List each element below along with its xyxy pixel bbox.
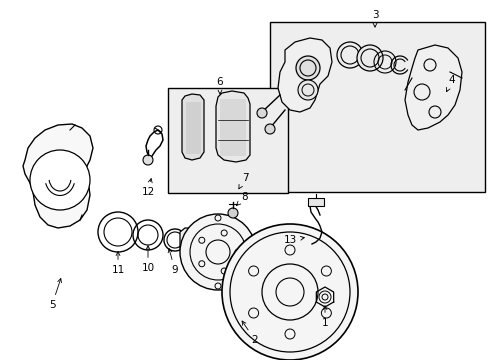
- Circle shape: [30, 150, 90, 210]
- Bar: [220, 99, 245, 156]
- Text: 7: 7: [238, 173, 248, 189]
- Circle shape: [222, 224, 357, 360]
- Text: 4: 4: [446, 75, 454, 92]
- Text: 11: 11: [111, 252, 124, 275]
- Bar: [185, 102, 201, 154]
- Text: 10: 10: [141, 246, 154, 273]
- Polygon shape: [180, 228, 204, 252]
- Circle shape: [264, 124, 274, 134]
- Text: 3: 3: [371, 10, 378, 27]
- Text: 1: 1: [321, 306, 327, 328]
- Circle shape: [142, 155, 153, 165]
- Bar: [269, 22, 484, 192]
- Bar: [168, 88, 287, 193]
- Circle shape: [295, 56, 319, 80]
- Text: 5: 5: [49, 279, 61, 310]
- Circle shape: [180, 214, 256, 290]
- Polygon shape: [182, 94, 203, 160]
- Bar: [307, 198, 324, 206]
- Text: 6: 6: [216, 77, 223, 94]
- Text: 9: 9: [168, 248, 178, 275]
- Polygon shape: [23, 124, 93, 228]
- Circle shape: [227, 208, 238, 218]
- Text: 12: 12: [141, 179, 154, 197]
- Polygon shape: [278, 38, 331, 112]
- Text: 8: 8: [236, 192, 248, 206]
- Polygon shape: [404, 45, 461, 130]
- Circle shape: [297, 80, 317, 100]
- Text: 13: 13: [283, 235, 304, 245]
- Circle shape: [257, 108, 266, 118]
- Polygon shape: [216, 91, 249, 162]
- Circle shape: [356, 45, 382, 71]
- Text: 2: 2: [242, 321, 258, 345]
